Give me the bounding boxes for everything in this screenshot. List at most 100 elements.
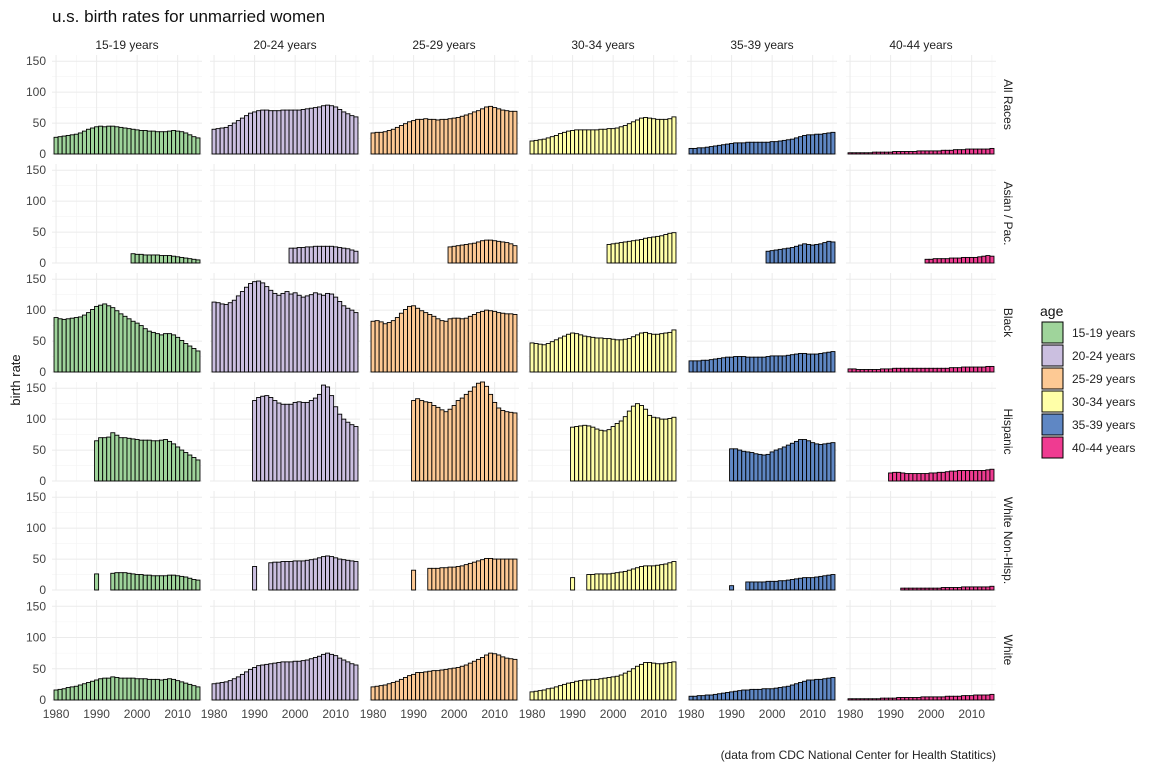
bar xyxy=(175,680,181,701)
bar xyxy=(671,661,677,701)
series-asian-pac-30-34-years xyxy=(606,232,677,264)
bar xyxy=(475,560,481,591)
bar xyxy=(769,250,775,264)
bar xyxy=(329,556,335,591)
bar xyxy=(928,150,934,155)
bar xyxy=(142,678,148,701)
bar xyxy=(191,136,197,155)
bar xyxy=(321,653,326,701)
bar xyxy=(553,686,559,701)
bar xyxy=(122,677,128,701)
bar xyxy=(459,244,465,264)
bar xyxy=(957,367,962,373)
bar xyxy=(447,118,453,155)
bar xyxy=(53,689,59,701)
bar xyxy=(806,243,812,264)
bar xyxy=(721,692,726,701)
bar xyxy=(252,111,258,155)
bar xyxy=(411,120,417,155)
bar xyxy=(215,302,221,373)
bar xyxy=(345,559,351,591)
bar xyxy=(977,366,983,373)
bar xyxy=(769,355,775,373)
bar xyxy=(484,309,490,373)
bar xyxy=(655,417,661,482)
bar xyxy=(745,581,751,591)
bar xyxy=(195,137,201,155)
bar xyxy=(53,317,59,373)
bar xyxy=(671,232,677,264)
bar xyxy=(745,451,751,482)
bar xyxy=(280,292,286,373)
bar xyxy=(888,697,894,701)
bar xyxy=(512,314,518,373)
bar xyxy=(765,453,771,482)
bar xyxy=(467,390,473,482)
bar xyxy=(908,151,914,155)
bar xyxy=(316,106,322,155)
bar xyxy=(439,320,445,373)
bar xyxy=(570,332,576,373)
bar xyxy=(349,309,355,373)
bar xyxy=(61,318,67,373)
bar xyxy=(712,145,718,155)
bar xyxy=(761,141,767,155)
bar xyxy=(961,695,967,701)
bar xyxy=(431,405,437,482)
bar xyxy=(549,136,555,155)
bar xyxy=(134,322,140,373)
bar xyxy=(390,128,396,155)
bar xyxy=(936,696,942,701)
bar xyxy=(944,149,950,155)
bar xyxy=(916,473,922,482)
bar xyxy=(378,321,384,373)
bar xyxy=(647,414,653,482)
panel-white-non-hisp-15-19-years xyxy=(52,491,202,591)
bar xyxy=(435,567,441,591)
x-tick-label: 2010 xyxy=(799,707,826,721)
bar xyxy=(223,681,229,701)
bar xyxy=(647,565,653,591)
bar xyxy=(871,151,877,155)
bar xyxy=(533,343,539,373)
bar xyxy=(908,587,914,591)
bar xyxy=(492,310,498,373)
bar xyxy=(806,679,812,701)
bar xyxy=(288,247,294,264)
bar xyxy=(651,565,657,591)
bar xyxy=(312,657,318,701)
bar xyxy=(500,656,506,701)
bar xyxy=(944,367,950,373)
bar xyxy=(134,129,140,155)
bar xyxy=(822,575,828,591)
bar xyxy=(488,393,494,482)
bar xyxy=(154,333,160,373)
x-tick-label: 1980 xyxy=(201,707,228,721)
bar xyxy=(114,434,120,482)
bar xyxy=(647,117,653,155)
bar xyxy=(94,305,100,373)
bar xyxy=(163,439,168,482)
bar xyxy=(940,149,946,155)
bar xyxy=(688,147,694,155)
bar xyxy=(496,240,502,264)
bar xyxy=(712,693,718,701)
bar xyxy=(606,429,612,482)
bar xyxy=(663,563,669,591)
bar xyxy=(114,310,120,373)
bar xyxy=(916,150,922,155)
bar xyxy=(407,305,413,373)
x-tick-label: 2010 xyxy=(958,707,985,721)
bar xyxy=(957,470,962,482)
bar xyxy=(179,131,185,155)
x-tick-label: 1990 xyxy=(83,707,110,721)
bar xyxy=(822,242,828,264)
bar xyxy=(586,129,592,155)
bar xyxy=(924,473,930,482)
strip-label-15-19-years: 15-19 years xyxy=(95,38,158,52)
bar xyxy=(110,572,116,591)
bar xyxy=(773,580,779,591)
bar xyxy=(122,127,128,155)
bar xyxy=(875,151,881,155)
bar xyxy=(920,473,926,482)
